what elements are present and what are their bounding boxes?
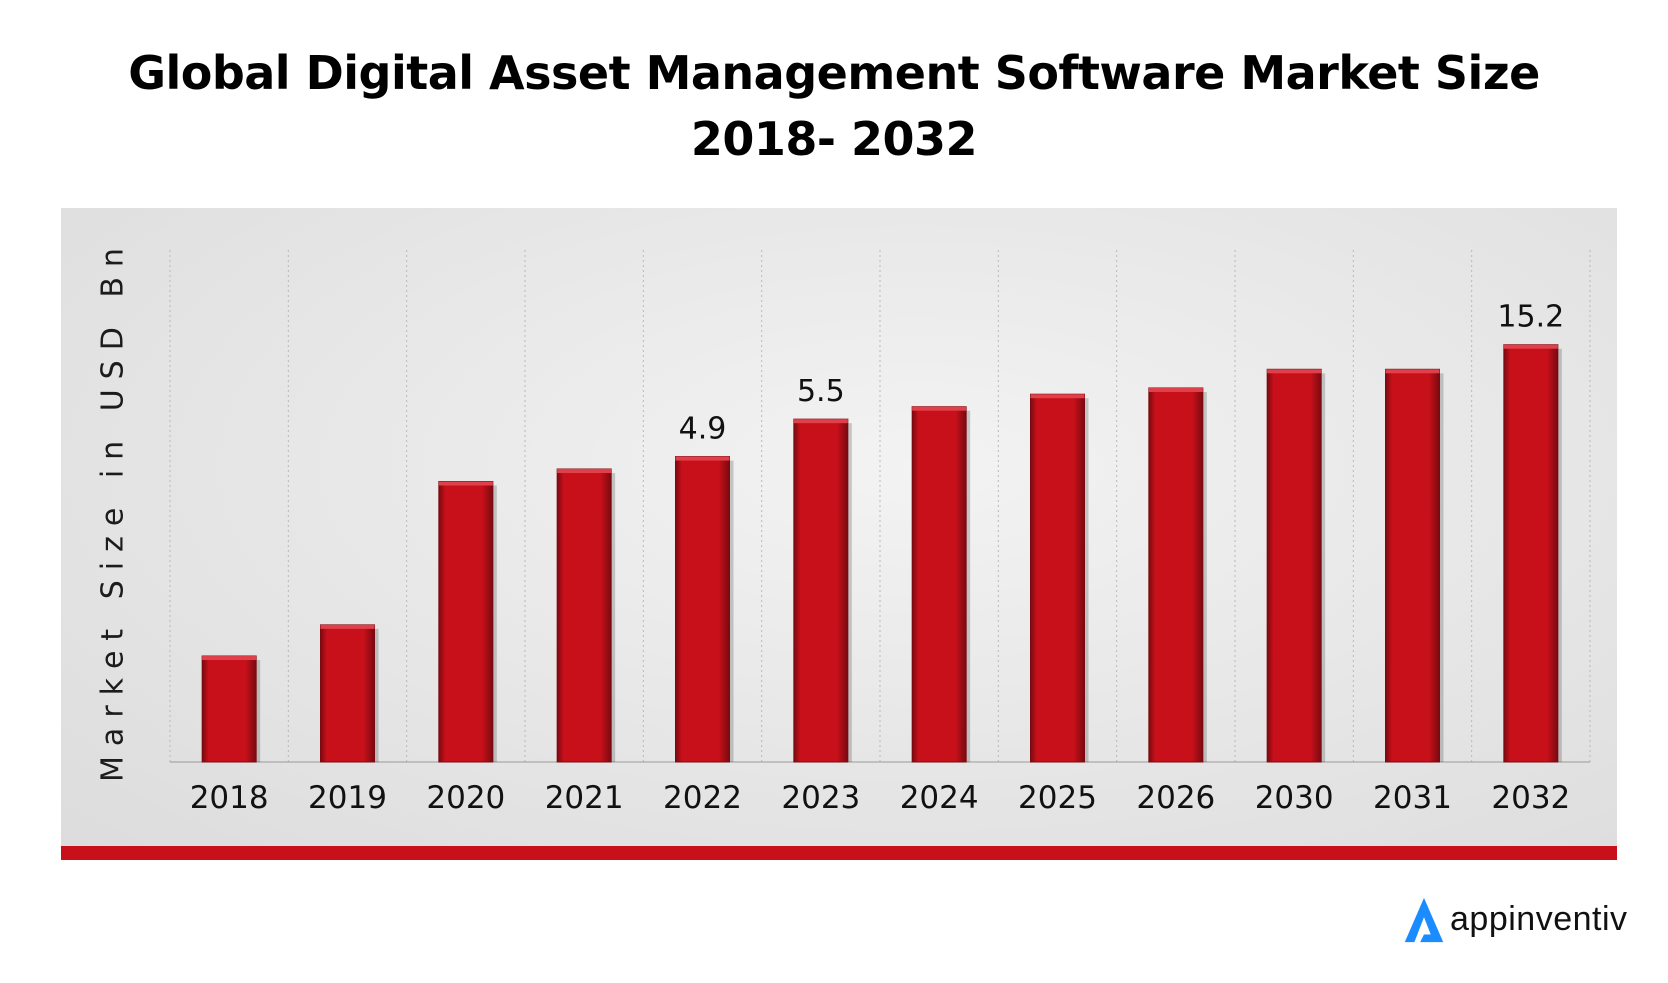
bar-2026 [1148, 387, 1204, 763]
x-tick-label-2026: 2026 [1136, 780, 1215, 816]
bar-2023 [793, 418, 849, 763]
x-tick-label-2031: 2031 [1373, 780, 1452, 816]
bar-top-highlight-2026 [1148, 387, 1203, 392]
x-tick-label-2023: 2023 [781, 780, 860, 816]
x-tick-label-2024: 2024 [900, 780, 979, 816]
chart-title: Global Digital Asset Management Software… [0, 40, 1668, 172]
bar-2024 [911, 406, 967, 763]
bar-top-highlight-2032 [1503, 344, 1558, 349]
bar-2018 [201, 655, 257, 763]
bar-top-highlight-2018 [202, 656, 257, 661]
bar-2022 [675, 456, 730, 763]
x-tick-label-2019: 2019 [308, 780, 387, 816]
bar-top-highlight-2024 [912, 406, 967, 411]
data-label-2022: 4.9 [679, 412, 727, 447]
chart-title-line-2: 2018- 2032 [690, 112, 978, 166]
chart-bottom-accent-bar [61, 846, 1617, 860]
data-label-2032: 15.2 [1497, 300, 1564, 335]
x-tick-label-2021: 2021 [545, 780, 624, 816]
appinventiv-logo-icon [1404, 897, 1444, 943]
bar-top-highlight-2031 [1385, 369, 1440, 374]
bar-top-highlight-2030 [1267, 369, 1322, 374]
bar-2020 [438, 480, 494, 763]
bar-2021 [556, 468, 612, 763]
bar-2032 [1503, 344, 1559, 763]
x-tick-label-2018: 2018 [190, 780, 269, 816]
x-tick-label-2030: 2030 [1255, 780, 1334, 816]
x-tick-label-2025: 2025 [1018, 780, 1097, 816]
bar-top-highlight-2021 [557, 469, 612, 474]
bar-2019 [320, 624, 375, 763]
bar-top-highlight-2023 [793, 419, 848, 424]
bar-2031 [1385, 368, 1440, 763]
x-tick-label-2022: 2022 [663, 780, 742, 816]
bar-top-highlight-2022 [675, 456, 730, 461]
x-tick-label-2020: 2020 [426, 780, 505, 816]
bar-2030 [1266, 368, 1322, 763]
bar-top-highlight-2025 [1030, 394, 1085, 399]
chart-title-line-1: Global Digital Asset Management Software… [128, 46, 1540, 100]
data-label-2023: 5.5 [797, 374, 845, 409]
brand-name: appinventiv [1450, 900, 1628, 938]
x-tick-label-2032: 2032 [1491, 780, 1570, 816]
bar-top-highlight-2020 [438, 481, 493, 486]
bar-2025 [1030, 393, 1085, 763]
bar-top-highlight-2019 [320, 624, 375, 629]
